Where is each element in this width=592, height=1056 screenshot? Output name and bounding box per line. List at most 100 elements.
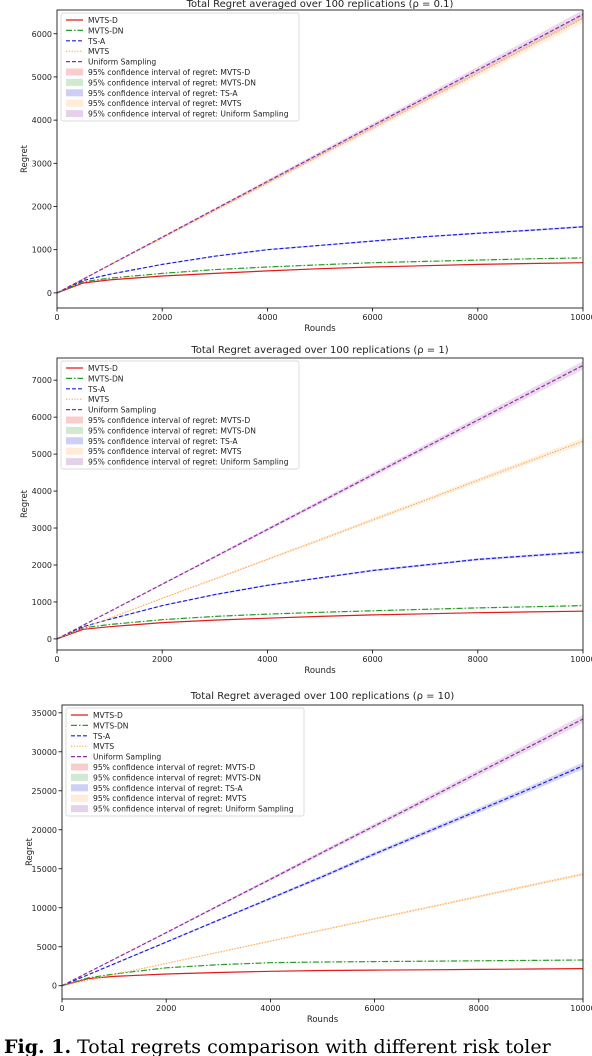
legend-label: 95% confidence interval of regret: MVTS-… [93, 763, 255, 772]
legend-label: 95% confidence interval of regret: Unifo… [88, 458, 289, 467]
legend-swatch-ci-ts-a [66, 437, 83, 445]
confidence-band-uniform-sampling [57, 10, 583, 293]
legend-swatch-ci-mvts-dn [66, 78, 83, 86]
x-tick-label: 4000 [257, 313, 277, 322]
y-tick-label: 3000 [32, 524, 52, 533]
legend-label: TS-A [87, 385, 106, 394]
x-tick-label: 2000 [152, 313, 172, 322]
x-tick-label: 2000 [156, 1004, 176, 1013]
series-line-mvts [56, 18, 584, 294]
legend-label: 95% confidence interval of regret: MVTS-… [88, 416, 250, 425]
series-line-ts-a [56, 226, 584, 294]
y-tick-label: 25000 [32, 787, 57, 796]
plot-frame [56, 357, 584, 651]
x-tick-label: 10000 [570, 313, 592, 322]
series-line-mvts-dn [61, 959, 584, 987]
legend-label: TS-A [87, 37, 106, 46]
legend-label: 95% confidence interval of regret: MVTS [88, 447, 242, 456]
y-tick-label: 4000 [32, 487, 52, 496]
chart-title: Total Regret averaged over 100 replicati… [186, 0, 454, 10]
y-tick-label: 0 [52, 982, 57, 991]
legend-label: MVTS-D [88, 364, 118, 373]
confidence-band-uniform-sampling [57, 361, 583, 639]
legend-swatch-ci-mvts-d [66, 68, 83, 76]
confidence-band-mvts-dn [62, 959, 583, 986]
y-tick-label: 5000 [32, 450, 52, 459]
caption-text: Total regrets comparison with different … [77, 1036, 551, 1056]
series-line-uniform-sampling [61, 718, 584, 987]
series-line-mvts [56, 440, 584, 640]
series-line-mvts-d [56, 610, 584, 640]
legend-label: 95% confidence interval of regret: TS-A [88, 437, 238, 446]
legend-box [65, 707, 305, 817]
x-tick-label: 6000 [362, 655, 382, 664]
legend-label: 95% confidence interval of regret: MVTS-… [88, 78, 256, 87]
y-tick-label: 1000 [32, 246, 52, 255]
legend-label: MVTS-D [88, 16, 118, 25]
legend-label: MVTS-DN [88, 374, 123, 383]
x-tick-label: 8000 [468, 313, 488, 322]
y-tick-label: 0 [47, 635, 52, 644]
legend-label: 95% confidence interval of regret: MVTS-… [88, 68, 250, 77]
chart-title: Total Regret averaged over 100 replicati… [190, 345, 448, 356]
legend-swatch-ci-mvts [66, 99, 83, 107]
x-tick-label: 4000 [257, 655, 277, 664]
series-line-mvts-d [56, 262, 584, 294]
plot-frame [61, 704, 584, 1000]
legend-swatch-ci-mvts-dn [71, 773, 88, 781]
y-tick-label: 5000 [37, 943, 57, 952]
legend-label: Uniform Sampling [93, 753, 161, 762]
legend-label: MVTS [88, 395, 109, 404]
chart-panel-rho-0-1: Total Regret averaged over 100 replicati… [20, 0, 592, 334]
y-tick-label: 1000 [32, 598, 52, 607]
y-tick-label: 2000 [32, 203, 52, 212]
y-tick-label: 2000 [32, 561, 52, 570]
legend-label: 95% confidence interval of regret: MVTS [93, 794, 247, 803]
legend-swatch-ci-mvts [66, 447, 83, 455]
series-line-mvts-d [61, 968, 584, 987]
caption-label: Fig. 1. [4, 1036, 72, 1056]
y-tick-label: 5000 [32, 73, 52, 82]
x-tick-label: 8000 [469, 1004, 489, 1013]
chart-panel-rho-10: Total Regret averaged over 100 replicati… [25, 691, 592, 1025]
chart-panel-rho-1: Total Regret averaged over 100 replicati… [20, 345, 592, 676]
legend-label: MVTS-D [93, 711, 123, 720]
x-tick-label: 2000 [152, 655, 172, 664]
series-line-uniform-sampling [56, 13, 584, 294]
chart-title: Total Regret averaged over 100 replicati… [190, 691, 455, 702]
y-tick-label: 7000 [32, 376, 52, 385]
x-tick-label: 6000 [362, 313, 382, 322]
series-line-mvts [61, 873, 584, 987]
x-axis-label: Rounds [307, 1015, 339, 1025]
y-tick-label: 3000 [32, 159, 52, 168]
legend-label: 95% confidence interval of regret: Unifo… [93, 805, 294, 814]
y-tick-label: 10000 [32, 904, 57, 913]
legend-label: 95% confidence interval of regret: TS-A [93, 784, 243, 793]
legend-label: MVTS [93, 742, 114, 751]
legend-swatch-ci-uniform-sampling [71, 805, 88, 813]
y-axis-label: Regret [20, 144, 30, 173]
legend-label: MVTS-DN [88, 26, 123, 35]
x-tick-label: 10000 [570, 655, 592, 664]
figure-caption: Fig. 1. Total regrets comparison with di… [4, 1036, 592, 1056]
series-line-mvts-dn [56, 257, 584, 294]
x-axis-label: Rounds [304, 324, 336, 334]
y-tick-label: 6000 [32, 413, 52, 422]
y-tick-label: 20000 [32, 826, 57, 835]
legend-swatch-ci-mvts-dn [66, 426, 83, 434]
legend-label: 95% confidence interval of regret: MVTS [88, 99, 242, 108]
legend-box [60, 12, 300, 122]
legend-swatch-ci-mvts-d [71, 763, 88, 771]
y-tick-label: 6000 [32, 30, 52, 39]
series-line-ts-a [61, 765, 584, 987]
legend-swatch-ci-ts-a [66, 89, 83, 97]
series-line-mvts-dn [56, 605, 584, 640]
legend-label: Uniform Sampling [88, 58, 156, 67]
confidence-band-ts-a [57, 550, 583, 639]
legend-swatch-ci-mvts-d [66, 416, 83, 424]
y-tick-label: 0 [47, 289, 52, 298]
x-tick-label: 8000 [468, 655, 488, 664]
